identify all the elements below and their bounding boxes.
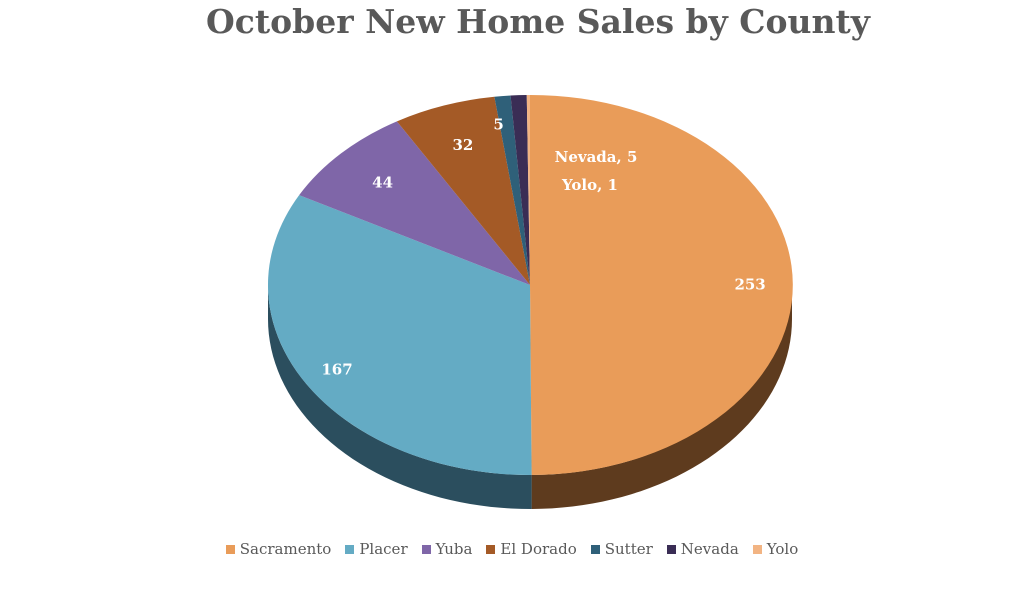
pie-side-placer [268, 285, 532, 509]
legend-label-yolo: Yolo [766, 540, 799, 558]
legend-item-yuba: Yuba [421, 540, 473, 558]
legend-swatch-sutter [590, 544, 600, 554]
legend-label-sutter: Sutter [604, 540, 653, 558]
pie-slice-yolo [526, 94, 530, 286]
pie-slice-el-dorado [396, 96, 530, 285]
legend-item-el-dorado: El Dorado [486, 540, 577, 558]
legend: Sacramento Placer Yuba El Dorado Sutter Nevad… [0, 540, 1024, 558]
legend-swatch-el-dorado [486, 544, 496, 554]
data-label-sacramento: 253 [734, 276, 765, 294]
legend-label-el-dorado: El Dorado [500, 540, 577, 558]
legend-item-nevada: Nevada [666, 540, 739, 558]
legend-label-yuba: Yuba [435, 540, 473, 558]
data-label-sutter: 5 [493, 115, 503, 133]
pie-slice-placer [267, 195, 532, 476]
legend-item-yolo: Yolo [752, 540, 799, 558]
legend-swatch-yolo [752, 544, 762, 554]
pie-slice-nevada [510, 95, 530, 285]
legend-label-nevada: Nevada [680, 540, 739, 558]
chart-title: October New Home Sales by County [206, 2, 870, 41]
legend-swatch-sacramento [225, 544, 235, 554]
data-label-nevada: Nevada, 5 [555, 148, 638, 166]
pie-chart: 253 167 44 32 5 Nevada, 5 Yolo, 1 [267, 94, 793, 509]
legend-swatch-yuba [421, 544, 431, 554]
pie-slice-sacramento [530, 94, 793, 476]
legend-swatch-placer [345, 544, 355, 554]
legend-label-placer: Placer [359, 540, 408, 558]
legend-label-sacramento: Sacramento [239, 540, 332, 558]
data-label-yuba: 44 [372, 173, 393, 191]
data-label-yolo: Yolo, 1 [561, 176, 618, 194]
pie-slice-sutter [494, 95, 530, 285]
legend-item-sutter: Sutter [590, 540, 653, 558]
legend-swatch-nevada [666, 544, 676, 554]
pie-side-sacramento [531, 285, 792, 509]
data-label-placer: 167 [321, 360, 352, 378]
data-label-el-dorado: 32 [452, 136, 473, 154]
pie-slice-yuba [299, 121, 530, 285]
legend-item-sacramento: Sacramento [225, 540, 332, 558]
legend-item-placer: Placer [345, 540, 408, 558]
